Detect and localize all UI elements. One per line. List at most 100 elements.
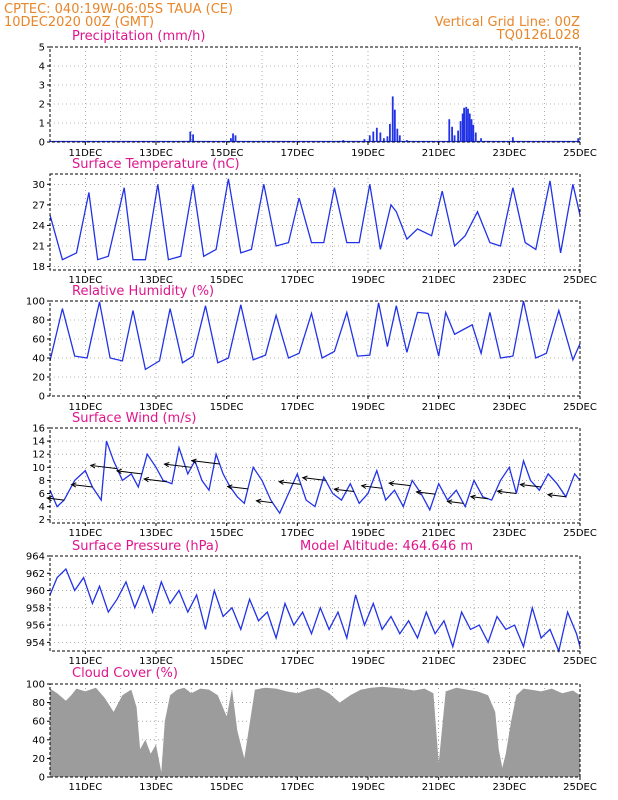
series-line — [49, 300, 581, 371]
x-tick-label: 15DEC — [210, 148, 244, 159]
wind-arrow-head — [360, 483, 367, 489]
x-tick-label: 15DEC — [210, 528, 244, 539]
y-tick-label: 14 — [32, 437, 45, 448]
x-tick-label: 19DEC — [351, 148, 385, 159]
x-tick-label: 11DEC — [68, 148, 102, 159]
wind-arrow-head — [519, 482, 526, 488]
wind-arrow-shaft — [470, 496, 489, 500]
x-tick-label: 11DEC — [68, 402, 102, 413]
precip-bar — [468, 113, 471, 142]
wind-arrow-shaft — [447, 500, 464, 504]
wind-arrow-head — [278, 479, 285, 485]
y-tick-label: 962 — [26, 569, 45, 580]
x-tick-label: 19DEC — [351, 782, 385, 793]
y-tick-label: 2 — [39, 100, 45, 111]
x-tick-label: 19DEC — [351, 402, 385, 413]
x-tick-label: 13DEC — [139, 148, 173, 159]
x-tick-label: 15DEC — [210, 782, 244, 793]
x-tick-label: 15DEC — [210, 656, 244, 667]
x-tick-label: 25DEC — [563, 275, 597, 286]
pressure-title: Surface Pressure (hPa) — [72, 539, 219, 554]
precip-bar — [396, 128, 399, 142]
x-tick-label: 25DEC — [563, 528, 597, 539]
precip-bar — [393, 109, 396, 142]
wind-arrow-shaft — [547, 494, 566, 498]
y-tick-label: 27 — [32, 200, 45, 211]
model-resolution-label: TQ0126L028 — [496, 28, 580, 43]
wind-arrow-shaft — [302, 477, 326, 481]
x-tick-label: 21DEC — [422, 402, 456, 413]
y-tick-label: 8 — [39, 476, 45, 487]
wind-arrow-shaft — [227, 485, 248, 490]
wind-arrow-shaft — [416, 491, 436, 495]
y-tick-label: 4 — [39, 62, 45, 73]
wind-arrow-head — [143, 476, 150, 483]
precip-bar — [372, 131, 375, 142]
panel-frame — [49, 46, 581, 143]
y-tick-label: 0 — [39, 773, 45, 784]
series-line — [49, 567, 581, 654]
precip-bar — [511, 137, 514, 142]
y-tick-label: 4 — [39, 502, 45, 513]
wind-arrow-shaft — [90, 464, 118, 470]
y-tick-label: 964 — [26, 552, 45, 563]
wind-arrow-head — [301, 475, 308, 481]
wind-arrow-shaft — [144, 478, 167, 483]
x-tick-label: 13DEC — [139, 275, 173, 286]
precip-bar — [398, 135, 401, 142]
precip-bar — [232, 133, 234, 142]
y-tick-label: 20 — [32, 754, 45, 765]
wind-arrow-shaft — [279, 481, 301, 485]
y-tick-label: 3 — [39, 81, 45, 92]
precipitation-title: Precipitation (mm/h) — [72, 29, 205, 44]
y-tick-label: 958 — [26, 603, 45, 614]
wind-arrow-shaft — [520, 483, 542, 488]
precip-bar — [389, 123, 391, 142]
x-tick-label: 21DEC — [422, 275, 456, 286]
x-tick-label: 13DEC — [139, 782, 173, 793]
wind-arrow-head — [226, 484, 233, 490]
cloud-cover-area — [50, 686, 580, 777]
vertical-grid-note: Vertical Grid Line: 00Z — [435, 15, 580, 30]
x-tick-label: 13DEC — [139, 402, 173, 413]
precip-bar — [391, 96, 394, 142]
wind-arrow-head — [546, 492, 553, 498]
precip-bar — [470, 119, 473, 142]
x-tick-label: 13DEC — [139, 528, 173, 539]
station-header: CPTEC: 040:19W-06:05S TAUA (CE) — [4, 2, 233, 17]
wind-arrow-head — [333, 487, 340, 493]
x-tick-label: 21DEC — [422, 528, 456, 539]
series-line — [49, 440, 581, 515]
y-tick-label: 5 — [39, 43, 45, 54]
x-tick-label: 25DEC — [563, 148, 597, 159]
y-tick-label: 6 — [39, 489, 45, 500]
x-tick-label: 17DEC — [280, 402, 314, 413]
wind-arrow-head — [388, 481, 395, 487]
wind-arrow-shaft — [361, 485, 383, 489]
wind-arrow-head — [163, 462, 170, 468]
x-tick-label: 23DEC — [492, 275, 526, 286]
precip-bar — [474, 132, 477, 142]
wind-arrow-head — [469, 494, 476, 500]
y-tick-label: 960 — [26, 586, 45, 597]
x-tick-label: 17DEC — [280, 656, 314, 667]
y-tick-label: 16 — [32, 424, 45, 435]
x-tick-label: 17DEC — [280, 528, 314, 539]
precip-bar — [461, 113, 464, 142]
temperature-title: Surface Temperature (nC) — [72, 157, 240, 172]
x-tick-label: 15DEC — [210, 402, 244, 413]
panel-frame — [49, 683, 581, 778]
precip-bar — [451, 126, 453, 142]
wind-arrow-shaft — [256, 500, 273, 504]
y-tick-label: 30 — [32, 180, 45, 191]
wind-arrow-shaft — [164, 463, 192, 468]
precip-bar — [480, 138, 482, 142]
panel-frame — [49, 555, 581, 652]
panel-frame — [49, 173, 581, 271]
x-tick-label: 25DEC — [563, 402, 597, 413]
humidity-title: Relative Humidity (%) — [72, 284, 214, 299]
wind-arrow-shaft — [47, 497, 65, 501]
x-tick-label: 23DEC — [492, 528, 526, 539]
x-tick-label: 21DEC — [422, 148, 456, 159]
